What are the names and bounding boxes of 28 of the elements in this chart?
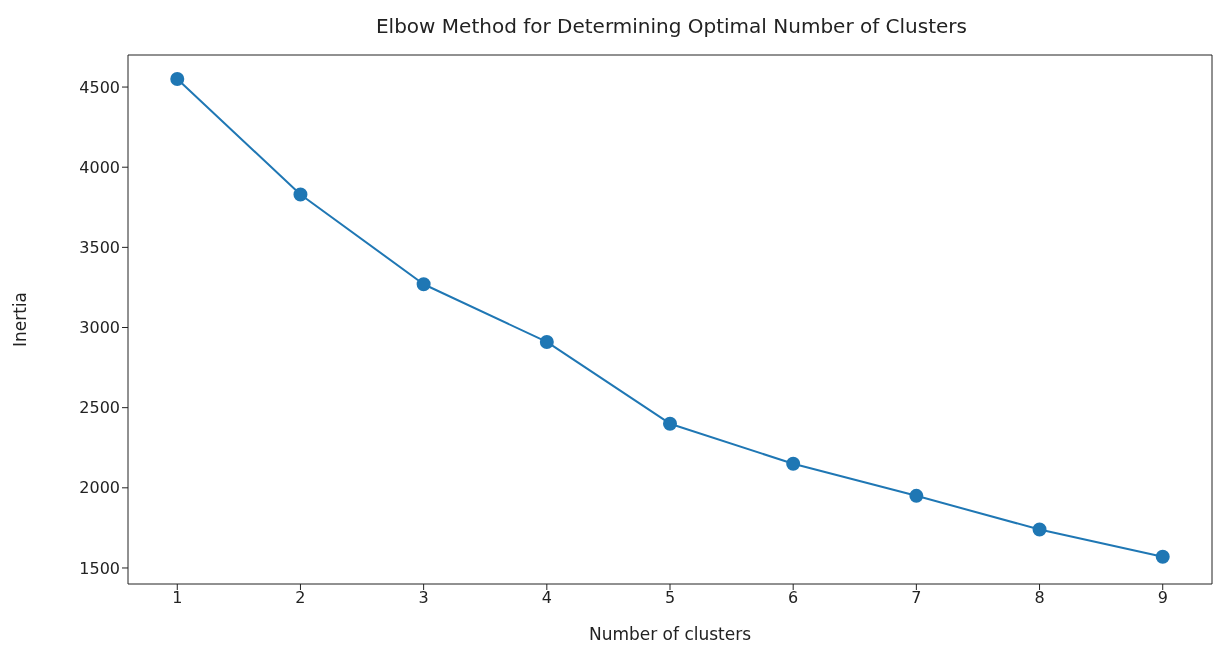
y-tick-label: 3500 [79,238,120,258]
x-tick-label: 5 [664,588,676,608]
point [909,488,924,503]
point [663,416,677,431]
x-tick-label: 4 [541,588,552,608]
x-tick-label: 6 [788,588,799,608]
point [539,334,554,349]
x-tick-label: 9 [1157,588,1168,608]
x-tick-label: 8 [1034,588,1045,608]
y-tick-label: 4500 [79,77,120,97]
point [1032,522,1047,537]
x-tick-label: 1 [172,588,183,608]
y-tick-label: 1500 [79,558,120,578]
x-tick-label: 7 [911,588,922,608]
x-tick-label: 3 [418,588,429,608]
point [293,187,308,202]
point [1155,549,1170,564]
y-axis-title: Inertia [10,291,31,348]
point [416,277,431,292]
x-tick-label: 2 [295,588,306,608]
point [170,72,185,87]
y-tick-label: 3000 [79,318,120,338]
chart-title: Elbow Method for Determining Optimal Number of Clusters [375,13,968,40]
y-tick-label: 2500 [79,398,120,418]
x-axis-title: Number of clusters [588,624,752,644]
y-tick-label: 2000 [79,478,120,498]
y-tick-label: 4000 [79,157,120,177]
point [786,456,801,471]
